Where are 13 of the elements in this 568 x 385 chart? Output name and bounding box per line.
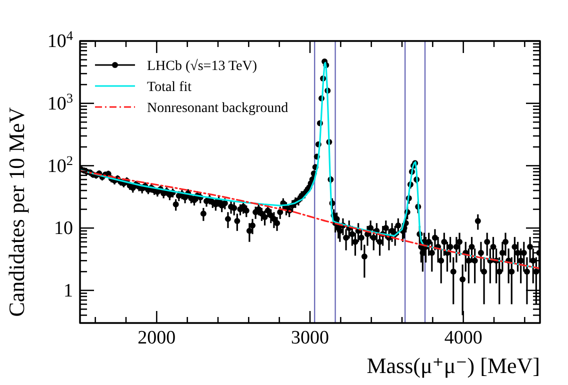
y-tick-label: 10$^{3}$ [47,90,74,114]
x-tick-label: 3000 [291,327,329,348]
x-tick-label: 2000 [138,327,176,348]
x-axis-title: Mass(μ⁺μ⁻) [MeV] [366,353,540,378]
y-axis-title: Candidates per 10 MeV [4,107,29,317]
legend-label: LHCb (√s=13 TeV) [147,58,258,74]
y-tick-label: 10 [54,218,73,240]
y-tick-label: 10$^{4}$ [47,28,74,52]
y-tick-label: 1 [64,280,73,302]
legend-label: Nonresonant background [147,101,288,116]
legend-label: Total fit [147,80,192,95]
y-tick-label: 10$^{2}$ [47,152,73,177]
x-tick-label: 4000 [444,327,482,348]
